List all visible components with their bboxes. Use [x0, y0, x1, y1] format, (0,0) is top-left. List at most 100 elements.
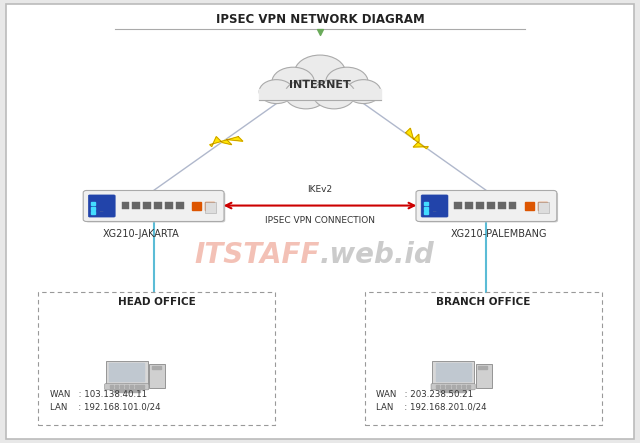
Bar — [457, 385, 460, 386]
Bar — [465, 202, 473, 209]
Text: IPSEC VPN NETWORK DIAGRAM: IPSEC VPN NETWORK DIAGRAM — [216, 13, 424, 27]
Point — [315, 28, 325, 35]
Bar — [109, 363, 145, 381]
Bar — [115, 385, 118, 386]
Bar — [91, 202, 95, 205]
Bar — [115, 388, 118, 389]
Text: .web.id: .web.id — [320, 241, 435, 269]
Bar — [91, 211, 95, 214]
Bar — [467, 385, 470, 386]
Bar — [176, 202, 184, 209]
Bar — [442, 386, 444, 387]
Bar — [452, 386, 454, 387]
Bar — [149, 364, 165, 388]
Bar — [120, 385, 123, 386]
FancyBboxPatch shape — [431, 384, 475, 390]
Text: HEAD OFFICE: HEAD OFFICE — [118, 297, 196, 307]
Bar — [154, 202, 162, 209]
Bar — [192, 202, 201, 210]
Text: WAN   : 103.138.40.11: WAN : 103.138.40.11 — [50, 390, 147, 399]
Circle shape — [272, 67, 314, 97]
Polygon shape — [406, 128, 428, 148]
FancyBboxPatch shape — [421, 195, 448, 217]
Bar — [120, 386, 123, 387]
Bar — [478, 366, 487, 369]
Bar — [498, 202, 506, 209]
Bar — [452, 385, 454, 386]
Text: XG210-JAKARTA: XG210-JAKARTA — [102, 229, 179, 239]
Bar — [433, 361, 474, 384]
Bar — [122, 202, 129, 209]
Text: ---: --- — [99, 209, 104, 214]
Text: LAN    : 192.168.201.0/24: LAN : 192.168.201.0/24 — [376, 402, 487, 411]
Bar — [435, 363, 471, 381]
Circle shape — [313, 80, 355, 109]
FancyBboxPatch shape — [83, 190, 224, 222]
Bar — [106, 361, 147, 384]
Text: XG210-PALEMBANG: XG210-PALEMBANG — [451, 229, 547, 239]
Bar — [436, 388, 439, 389]
Bar — [136, 386, 139, 387]
Bar — [467, 388, 470, 389]
Bar — [365, 292, 602, 425]
Bar — [120, 388, 123, 389]
Bar — [525, 202, 534, 210]
Bar — [136, 385, 139, 386]
Bar — [259, 89, 381, 100]
Bar — [131, 388, 134, 389]
Text: ITSTAFF: ITSTAFF — [195, 241, 320, 269]
Bar — [509, 202, 516, 209]
Bar — [467, 386, 470, 387]
Bar — [457, 386, 460, 387]
Circle shape — [326, 67, 368, 97]
Bar — [451, 384, 456, 389]
FancyBboxPatch shape — [86, 192, 225, 222]
Bar — [457, 388, 460, 389]
Text: IKEv2: IKEv2 — [307, 185, 333, 194]
Text: ---: --- — [432, 209, 437, 214]
Bar — [110, 388, 113, 389]
FancyBboxPatch shape — [416, 190, 557, 222]
Bar — [440, 389, 466, 392]
Bar — [125, 385, 128, 386]
Bar — [141, 385, 144, 386]
Bar — [476, 364, 492, 388]
Bar — [136, 388, 139, 389]
Bar — [132, 202, 140, 209]
Bar — [476, 202, 484, 209]
Bar — [538, 202, 547, 210]
Bar — [462, 385, 465, 386]
Bar — [538, 202, 549, 213]
FancyBboxPatch shape — [104, 384, 148, 390]
Bar — [141, 386, 144, 387]
Bar — [442, 385, 444, 386]
Bar — [487, 202, 495, 209]
Bar — [462, 386, 465, 387]
Bar — [38, 292, 275, 425]
Text: INTERNET: INTERNET — [289, 80, 351, 90]
Bar — [205, 202, 216, 213]
Bar — [447, 388, 449, 389]
Bar — [424, 211, 428, 214]
Polygon shape — [210, 136, 243, 147]
Bar — [436, 386, 439, 387]
Bar — [125, 388, 128, 389]
Bar — [131, 386, 134, 387]
Bar — [462, 388, 465, 389]
Bar — [152, 366, 161, 369]
Bar — [447, 385, 449, 386]
Bar — [165, 202, 173, 209]
Circle shape — [285, 80, 327, 109]
Bar — [452, 388, 454, 389]
Bar — [424, 202, 428, 205]
Bar — [124, 384, 129, 389]
Text: IPSEC VPN CONNECTION: IPSEC VPN CONNECTION — [265, 216, 375, 225]
Circle shape — [259, 80, 294, 104]
FancyBboxPatch shape — [88, 195, 115, 217]
Text: LAN    : 192.168.101.0/24: LAN : 192.168.101.0/24 — [50, 402, 161, 411]
Bar — [424, 207, 428, 210]
Bar — [110, 386, 113, 387]
Bar — [143, 202, 151, 209]
Bar — [91, 207, 95, 210]
Bar — [114, 389, 140, 392]
